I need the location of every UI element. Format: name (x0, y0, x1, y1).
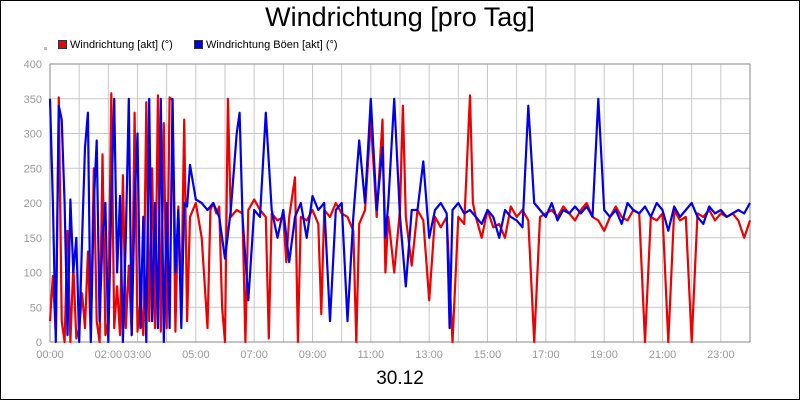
y-tick-label: 300 (24, 129, 42, 141)
y-tick-label: 400 (24, 59, 42, 71)
legend-marker-icon (44, 40, 47, 54)
x-tick-label: 13:00 (415, 349, 443, 361)
y-tick-label: 0 (36, 337, 42, 349)
x-tick-label: 09:00 (299, 349, 327, 361)
x-tick-label: 11:00 (357, 349, 384, 361)
y-tick-label: 200 (24, 198, 42, 210)
x-tick-label: 17:00 (532, 349, 560, 361)
x-tick-label: 07:00 (240, 349, 268, 361)
x-tick-label: 00:00 (36, 349, 64, 361)
legend-label: Windrichtung [akt] (°) (70, 39, 173, 51)
legend-swatch-blue (194, 39, 203, 49)
x-tick-label: 02:00 (95, 349, 123, 361)
x-tick-label: 15:00 (474, 349, 502, 361)
legend-item-windrichtung-boeen: Windrichtung Böen [akt] (°) (194, 38, 338, 52)
chart-title: Windrichtung [pro Tag] (265, 2, 535, 32)
x-tick-label: 05:00 (182, 349, 210, 361)
series-line-windrichtung (48, 92, 752, 344)
y-tick-label: 50 (30, 302, 42, 314)
y-tick-label: 350 (24, 94, 42, 106)
y-tick-label: 250 (24, 163, 42, 175)
x-tick-label: 23:00 (707, 349, 735, 361)
y-tick-label: 150 (24, 233, 42, 245)
x-tick-label: 21:00 (649, 349, 677, 361)
legend-item-windrichtung: Windrichtung [akt] (°) (58, 38, 173, 52)
series-line-windrichtung-boeen (48, 97, 751, 344)
legend-swatch-red (58, 39, 67, 49)
date-label: 30.12 (376, 368, 424, 389)
y-tick-label: 100 (24, 268, 42, 280)
x-tick-label: 19:00 (590, 349, 618, 361)
x-tick-label: 03:00 (124, 349, 152, 361)
legend-label: Windrichtung Böen [akt] (°) (206, 39, 338, 51)
